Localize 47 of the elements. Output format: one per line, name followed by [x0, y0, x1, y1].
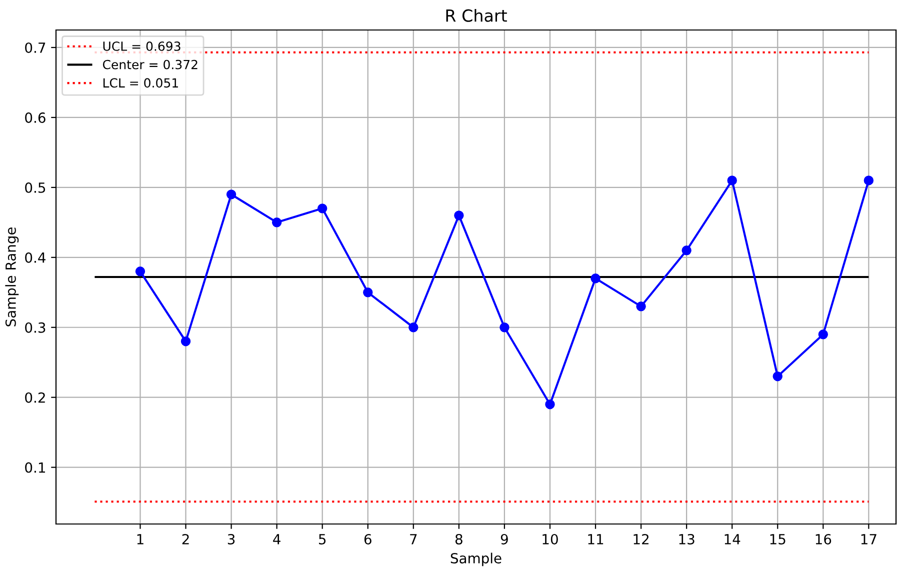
- x-tick-label: 3: [228, 534, 235, 544]
- x-axis-title: Sample: [450, 552, 502, 566]
- y-tick-label: 0.6: [25, 112, 46, 123]
- x-tick-label: 2: [182, 534, 189, 544]
- legend-label: LCL = 0.051: [103, 78, 178, 88]
- y-tick-label: 0.4: [25, 252, 46, 263]
- y-tick-label: 0.3: [25, 322, 46, 333]
- chart-title: R Chart: [446, 9, 507, 22]
- x-tick-label: 12: [634, 534, 648, 544]
- x-tick-label: 14: [724, 534, 740, 544]
- x-tick-label: 8: [455, 534, 462, 544]
- ref-line-label: UCL = 0.693: [103, 41, 180, 51]
- x-tick-label: 15: [770, 534, 786, 544]
- x-tick-label: 7: [410, 534, 417, 544]
- point: [545, 399, 555, 410]
- point: [363, 288, 373, 298]
- point: [226, 190, 236, 200]
- point: [590, 274, 600, 284]
- legend-label: Center = 0.372: [102, 60, 198, 70]
- point: [272, 218, 282, 228]
- x-tick-label: 11: [588, 534, 604, 544]
- point: [180, 336, 191, 346]
- point: [454, 210, 464, 220]
- point: [636, 302, 646, 312]
- point: [727, 176, 737, 186]
- x-tick-label: 16: [816, 534, 832, 544]
- point: [317, 204, 328, 214]
- x-tick-label: 6: [364, 534, 372, 544]
- x-tick-label: 9: [500, 534, 508, 544]
- x-tick-label: 4: [273, 534, 280, 544]
- point: [500, 322, 510, 332]
- y-tick-label: 0.5: [25, 182, 46, 193]
- y-tick-label: 0.7: [25, 42, 46, 53]
- x-tick-label: 13: [679, 534, 694, 544]
- point: [772, 372, 782, 382]
- point: [408, 322, 418, 332]
- x-tick-label: 10: [542, 534, 558, 544]
- point: [682, 246, 692, 256]
- point: [135, 266, 146, 276]
- y-tick-label: 0.1: [25, 462, 45, 473]
- point: [864, 176, 874, 186]
- y-axis-title: Sample Range: [5, 227, 19, 326]
- y-tick-label: 0.2: [25, 392, 45, 403]
- point: [818, 330, 828, 340]
- x-tick-label: 1: [137, 534, 144, 544]
- x-tick-label: 5: [318, 534, 326, 544]
- x-tick-label: 17: [861, 534, 876, 544]
